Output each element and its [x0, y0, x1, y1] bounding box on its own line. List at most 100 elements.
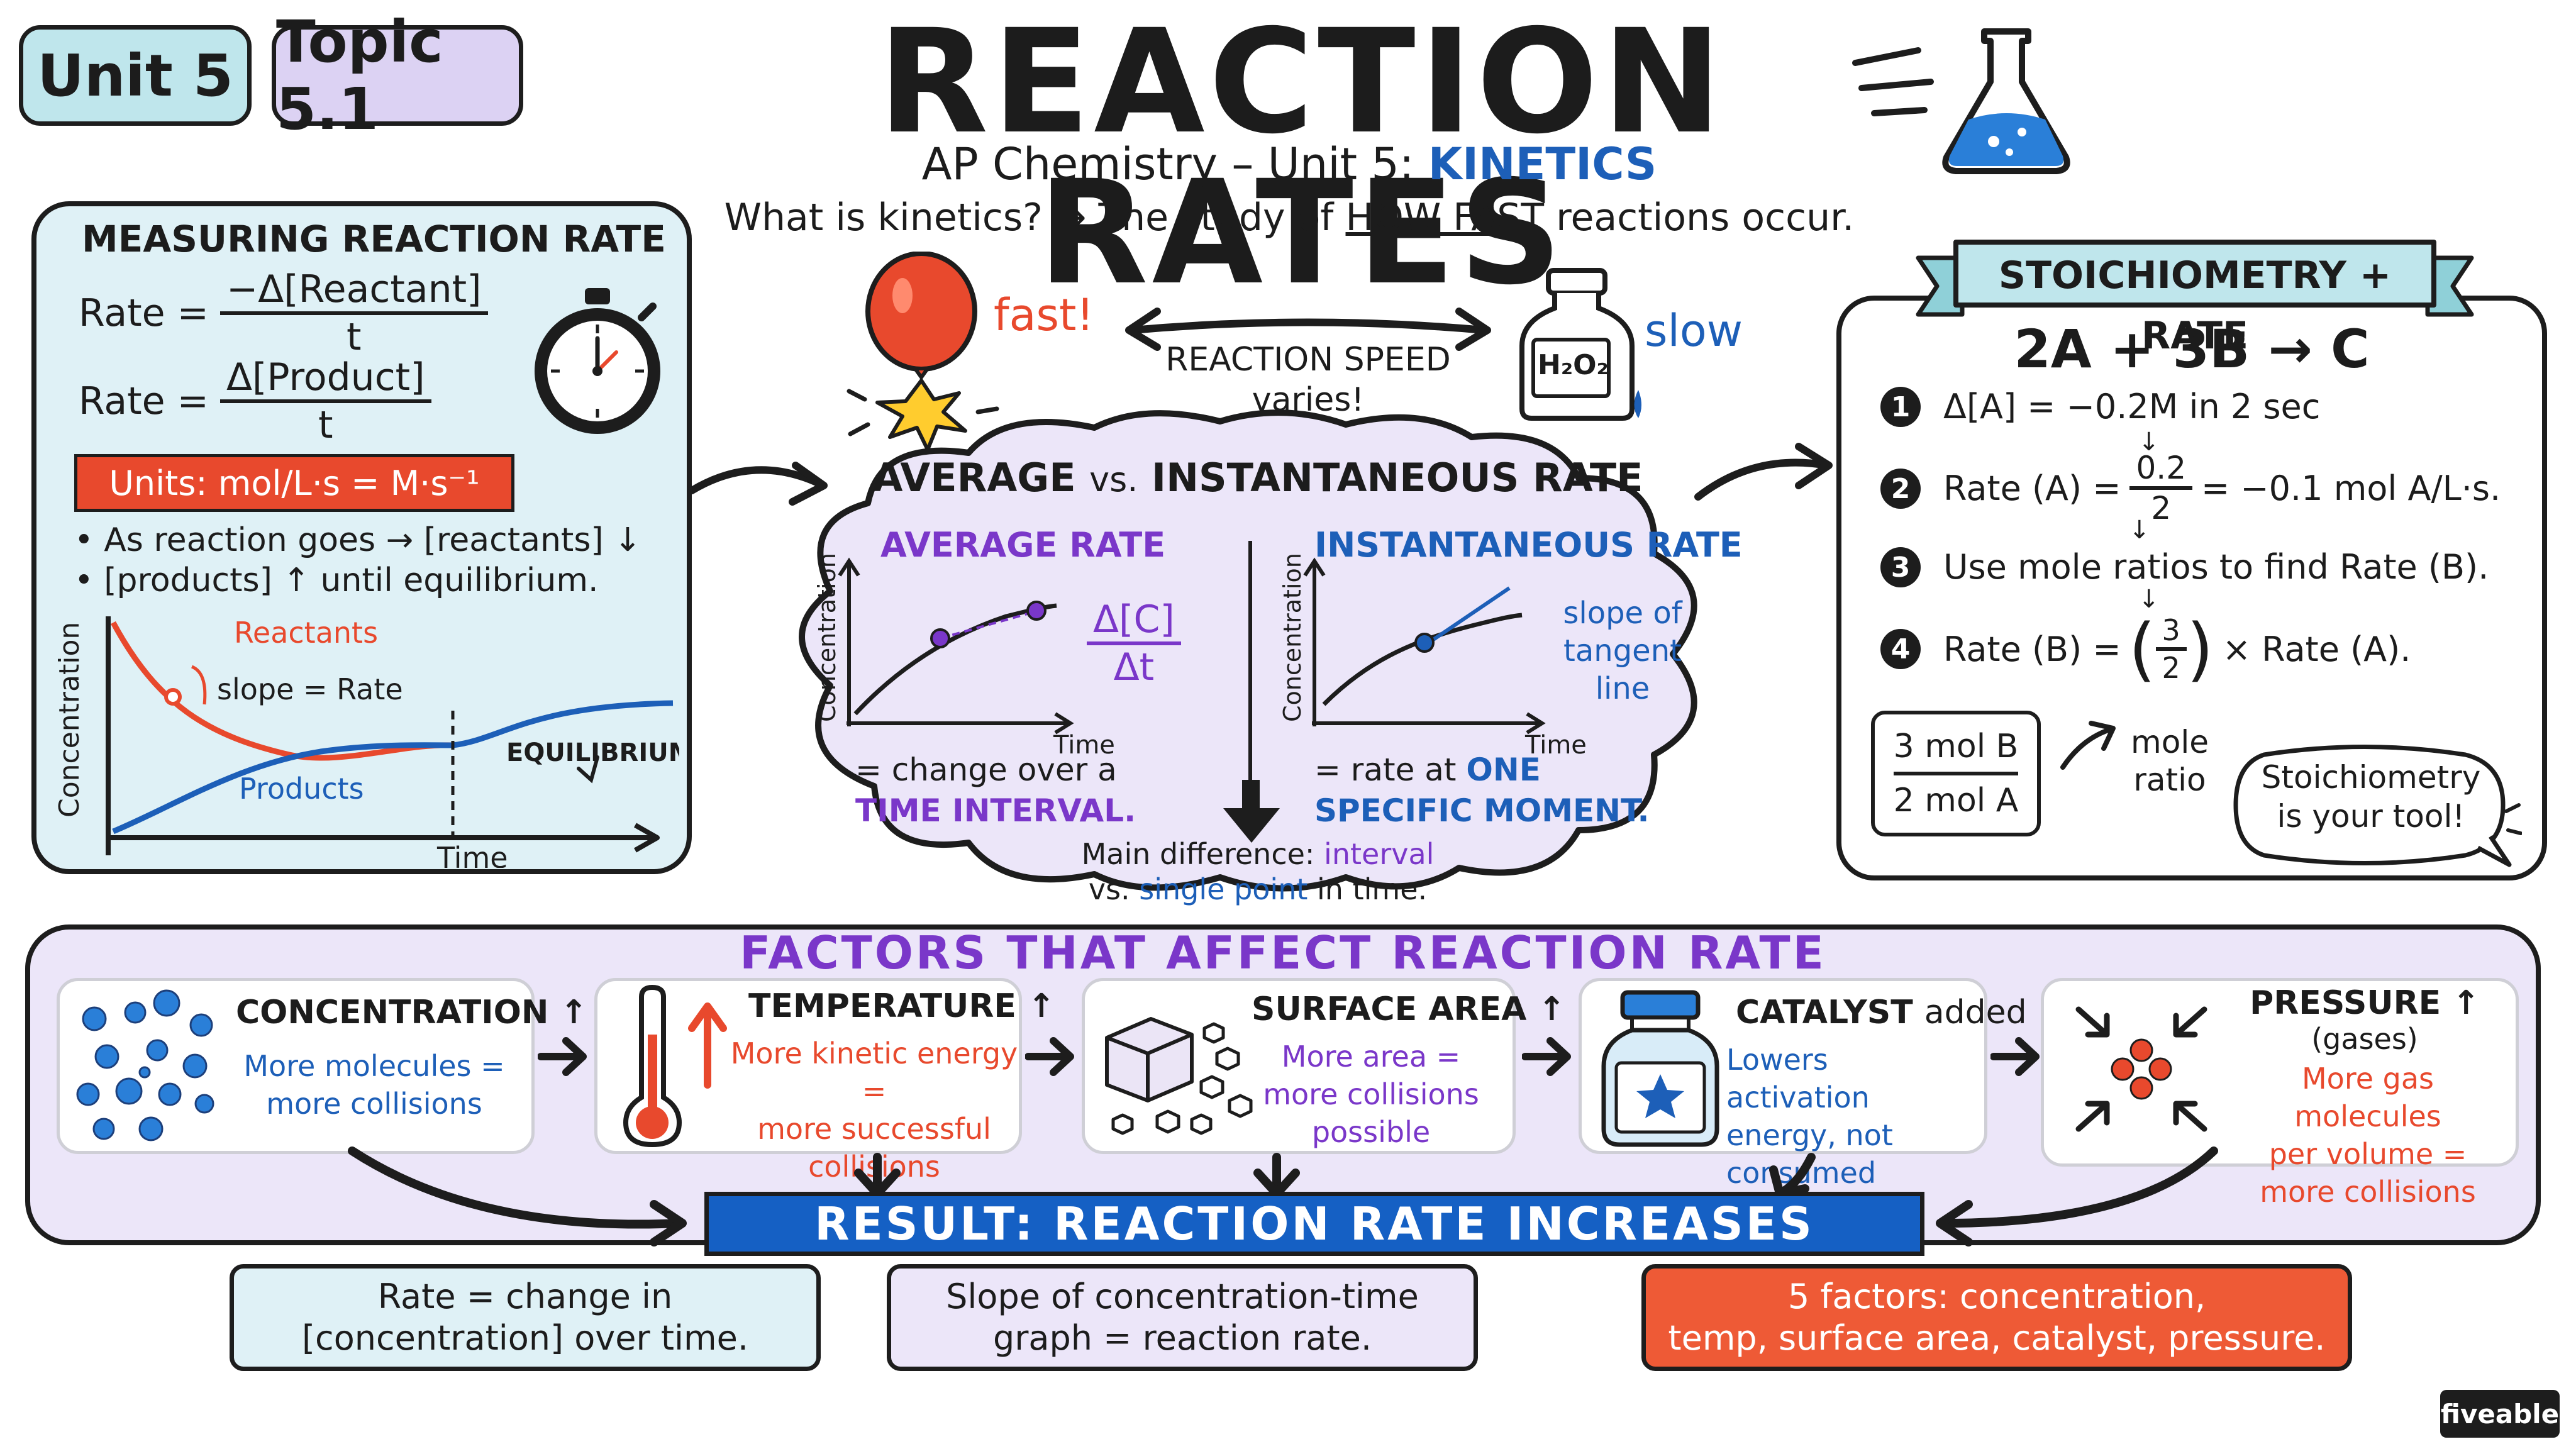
step2-prefix: Rate (A) = — [1943, 468, 2121, 508]
factor-pressure-desc-3: more collisions — [2260, 1175, 2476, 1209]
factor-catalyst-title-main: CATALYST — [1736, 994, 1913, 1031]
factor-catalyst-desc: Lowers activation energy, not consumed — [1726, 1041, 1978, 1192]
diff-mid: vs. — [1088, 872, 1130, 906]
avg-inst-title: AVERAGE vs. INSTANTANEOUS RATE — [868, 453, 1648, 505]
avg-formula-num: Δ[C] — [1087, 597, 1181, 645]
rate1-denominator: t — [347, 315, 362, 359]
step2-arrow: ↓ — [2129, 516, 2150, 545]
units-box: Units: mol/L·s = M·s⁻¹ — [74, 454, 514, 512]
slope-label: slope = Rate — [217, 672, 403, 706]
summary-slope-line2: graph = reaction rate. — [992, 1318, 1372, 1358]
bottle-label: H₂O₂ — [1538, 349, 1609, 381]
factor-catalyst-desc-2: energy, not — [1726, 1118, 1893, 1152]
speed-double-arrow — [1125, 308, 1491, 351]
ratio-numerator: 3 mol B — [1893, 728, 2019, 775]
avg-desc-line1: = change over a — [855, 752, 1117, 788]
average-rate-title: AVERAGE RATE — [880, 525, 1166, 565]
concentration-time-graph: Concentration Time Reactants slope = Rat… — [53, 616, 679, 868]
step2-number: 2 — [1880, 469, 1921, 509]
summary-slope-line1: Slope of concentration-time — [946, 1277, 1419, 1316]
subtitle-prefix: AP Chemistry – Unit 5: — [921, 138, 1414, 190]
brand-logo: fiveable — [2440, 1390, 2560, 1438]
mole-ratio-label: mole ratio — [2113, 723, 2226, 799]
bubble-line1: Stoichiometry — [2261, 759, 2481, 796]
stoich-equation: 2A + 3B → C — [2014, 318, 2370, 380]
factor-pressure-desc-2: per volume = — [2268, 1137, 2467, 1171]
unit-tag-label: Unit 5 — [37, 42, 233, 109]
factor-pressure-desc-1: More gas molecules — [2294, 1062, 2441, 1133]
summary-rate: Rate = change in [concentration] over ti… — [230, 1264, 821, 1371]
instantaneous-rate-graph: Concentration Time — [1279, 553, 1587, 760]
instantaneous-rate-title: INSTANTANEOUS RATE — [1314, 525, 1743, 565]
unit-tag: Unit 5 — [19, 25, 252, 126]
step4-suffix: × Rate (A). — [2222, 629, 2411, 669]
question-text: What is kinetics? → The study of — [724, 196, 1334, 240]
avg-inst-title-right: INSTANTANEOUS RATE — [1152, 455, 1643, 501]
avg-formula-den: Δt — [1113, 645, 1155, 689]
arrow-to-stoich — [1694, 443, 1833, 501]
factor-arrow-3 — [1522, 1037, 1571, 1076]
step4-number: 4 — [1880, 629, 1921, 669]
inst-graph-xlabel: Time — [1524, 731, 1587, 760]
mole-ratio-line1: mole — [2131, 724, 2209, 760]
secant-line — [940, 609, 1041, 640]
summary-rate-line1: Rate = change in — [377, 1277, 673, 1316]
products-label: Products — [239, 772, 364, 806]
arrow-to-cloud — [688, 462, 828, 506]
result-arrows — [348, 1146, 2218, 1246]
summary-factors: 5 factors: concentration, temp, surface … — [1641, 1264, 2352, 1371]
avg-inst-cloud — [799, 409, 1697, 892]
step2-frac-den: 2 — [2151, 490, 2172, 526]
subtitle-highlight: KINETICS — [1428, 138, 1657, 190]
mole-ratio-line2: ratio — [2133, 762, 2206, 798]
rate2-denominator: t — [318, 403, 333, 447]
factor-concentration-title: CONCENTRATION ↑ — [236, 994, 588, 1031]
pressure-icon — [2075, 1006, 2207, 1132]
step1-text: Δ[A] = −0.2M in 2 sec — [1943, 387, 2321, 426]
factor-temperature-desc: More kinetic energy = more successful co… — [730, 1035, 1019, 1185]
factor-pressure-desc: More gas molecules per volume = more col… — [2229, 1060, 2506, 1211]
rate-formula-product: Rate = Δ[Product] t — [79, 355, 431, 447]
products-curve — [112, 700, 674, 835]
tangent-note-line1: slope of — [1563, 596, 1682, 631]
main-difference: Main difference: interval vs. single poi… — [1006, 836, 1509, 907]
kinetics-question: What is kinetics? → The study of HOW FAS… — [660, 192, 1918, 243]
secant-point-1 — [930, 628, 950, 648]
inst-desc-text: = rate at — [1314, 752, 1457, 788]
question-emphasis: HOW FAST — [1345, 196, 1545, 240]
tangent-line — [1420, 586, 1511, 650]
step2-frac-num: 0.2 — [2129, 450, 2193, 490]
factor-surface-area-desc-3: possible — [1311, 1115, 1431, 1149]
factor-temperature-desc-2: more successful — [757, 1112, 991, 1146]
result-text: RESULT: REACTION RATE INCREASES — [814, 1197, 1814, 1250]
rate-label: Rate = — [79, 379, 209, 423]
avg-desc-line2: TIME INTERVAL. — [855, 792, 1136, 829]
slope-point — [164, 688, 182, 706]
factor-concentration-desc-2: more collisions — [266, 1087, 482, 1121]
subtitle: AP Chemistry – Unit 5: KINETICS — [755, 137, 1824, 191]
balloon-explosion-icon — [847, 252, 999, 452]
avg-graph-xlabel: Time — [1053, 731, 1115, 760]
topic-tag-label: Topic 5.1 — [276, 8, 443, 143]
factor-catalyst-title: CATALYST added — [1736, 994, 2027, 1031]
reactants-label: Reactants — [234, 616, 378, 650]
reaction-speed-line1: REACTION SPEED — [1165, 341, 1451, 379]
diff-word1: interval — [1324, 837, 1435, 871]
stoich-banner-label: STOICHIOMETRY + RATE — [1998, 253, 2392, 358]
inst-desc-line1: = rate at ONE — [1314, 752, 1541, 788]
catalyst-bottle-icon — [1601, 990, 1719, 1147]
reactants-curve — [111, 621, 453, 761]
factor-pressure-title: PRESSURE ↑ — [2250, 984, 2480, 1022]
step3-arrow: ↓ — [2138, 585, 2160, 614]
diff-word2: single point — [1139, 872, 1308, 906]
tangent-note-line2: tangent — [1563, 633, 1682, 669]
factor-surface-area-title: SURFACE AREA ↑ — [1252, 991, 1566, 1028]
step4-frac-den: 2 — [2162, 651, 2180, 685]
factor-concentration-desc-1: More molecules = — [243, 1049, 505, 1083]
step1-arrow: ↓ — [2138, 428, 2160, 457]
rate2-numerator: Δ[Product] — [219, 355, 431, 403]
graph-xlabel: Time — [436, 841, 508, 868]
stopwatch-icon — [535, 288, 660, 434]
step2-text: Rate (A) = 0.2 2 = −0.1 mol A/L·s. — [1943, 450, 2501, 526]
